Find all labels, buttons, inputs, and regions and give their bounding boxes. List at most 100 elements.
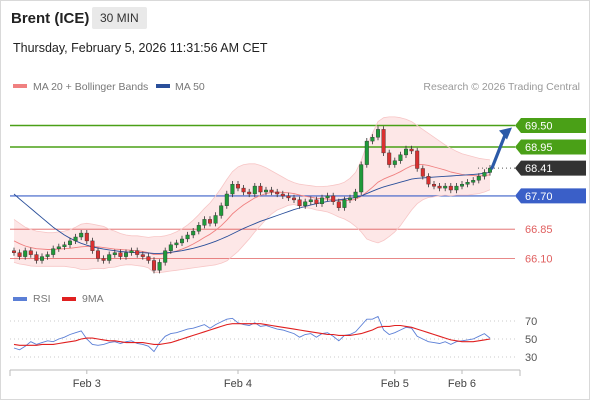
x-axis: Feb 3 Feb 4 Feb 5 Feb 6 xyxy=(9,370,521,390)
level-labels: 69.50 68.95 68.41 67.70 66.85 66.10 xyxy=(515,118,586,266)
rsi-tick-label: 50 xyxy=(525,334,537,346)
candle xyxy=(415,147,420,172)
chart-header: Brent (ICE) 30 MIN xyxy=(0,0,590,36)
candle xyxy=(151,257,156,274)
candle xyxy=(168,241,173,254)
legend-ma20-swatch xyxy=(13,84,27,88)
candle xyxy=(426,173,431,188)
candle xyxy=(118,249,123,260)
candle xyxy=(275,188,280,198)
level-label: 68.41 xyxy=(525,163,553,175)
candle xyxy=(269,186,274,196)
candle xyxy=(174,239,179,248)
projection xyxy=(490,127,512,170)
candle xyxy=(454,183,459,194)
bollinger-lower-line xyxy=(13,189,491,274)
copyright-text: Research © 2026 Trading Central xyxy=(423,81,580,93)
candle xyxy=(409,145,414,154)
rsi-panel: 70 50 30 xyxy=(10,315,537,364)
candle xyxy=(292,194,297,203)
bollinger-bands xyxy=(14,116,490,273)
candle xyxy=(140,251,145,260)
candle xyxy=(482,169,487,180)
candle xyxy=(460,181,465,190)
candle xyxy=(51,245,56,258)
level-label-badge xyxy=(515,188,586,204)
candle xyxy=(107,251,112,264)
candle xyxy=(471,177,476,186)
rsi-tick-label: 70 xyxy=(525,316,537,328)
candle xyxy=(62,241,67,250)
x-tick-label: Feb 3 xyxy=(73,378,101,390)
candles xyxy=(11,126,493,274)
candle xyxy=(40,253,45,264)
candle xyxy=(303,198,308,209)
candle xyxy=(252,183,257,198)
candle xyxy=(45,251,50,260)
candle xyxy=(79,230,84,241)
candle xyxy=(320,194,325,207)
candle xyxy=(123,249,128,260)
candle xyxy=(437,183,442,192)
level-label-badge xyxy=(515,139,586,155)
level-label-badge xyxy=(515,118,586,133)
projection-arrow-head xyxy=(499,127,512,140)
candle xyxy=(101,255,106,264)
candle xyxy=(224,190,229,209)
instrument-title: Brent (ICE) xyxy=(11,10,90,27)
candle xyxy=(157,259,162,274)
timeframe-button[interactable]: 30 MIN xyxy=(92,7,147,29)
rsi-ma-line xyxy=(13,323,491,346)
rsi-tick-label: 30 xyxy=(525,352,537,364)
candle xyxy=(387,149,392,168)
candle xyxy=(488,165,493,176)
candle xyxy=(56,243,61,252)
candle xyxy=(359,161,364,196)
candle xyxy=(213,212,218,227)
candle xyxy=(404,145,409,158)
candle xyxy=(73,233,78,244)
candle xyxy=(448,183,453,194)
candle xyxy=(331,192,336,205)
candle xyxy=(179,235,184,246)
candle xyxy=(163,247,168,266)
candle xyxy=(11,247,16,256)
candle xyxy=(230,181,235,198)
candle xyxy=(342,196,347,211)
main-legend: MA 20 + Bollinger Bands MA 50 xyxy=(13,81,205,93)
candle xyxy=(219,202,224,219)
candle xyxy=(443,183,448,192)
rsi-legend: RSI 9MA xyxy=(13,293,104,305)
x-tick-label: Feb 6 xyxy=(448,378,476,390)
candle xyxy=(398,151,403,164)
candle xyxy=(235,181,240,192)
candle xyxy=(90,237,95,254)
candle xyxy=(392,157,397,168)
legend-ma50-swatch xyxy=(156,84,170,88)
candle xyxy=(67,237,72,248)
candle xyxy=(135,247,140,258)
candle xyxy=(95,247,100,262)
candle xyxy=(420,165,425,180)
candle xyxy=(308,196,313,205)
legend-rsi-ma-swatch xyxy=(62,297,76,301)
level-label-badge xyxy=(515,160,586,176)
rsi-line xyxy=(13,315,491,353)
projection-arrow-shaft xyxy=(490,130,508,170)
candle xyxy=(28,247,33,258)
candle xyxy=(364,138,369,168)
candle xyxy=(241,185,246,196)
bollinger-upper-line xyxy=(13,116,491,238)
candle xyxy=(23,247,28,260)
bollinger-band-area xyxy=(14,116,490,273)
candle xyxy=(325,192,330,201)
candle xyxy=(207,216,212,227)
candle xyxy=(129,247,134,256)
x-tick-label: Feb 5 xyxy=(381,378,409,390)
key-levels xyxy=(10,124,515,259)
level-label: 69.50 xyxy=(525,121,553,133)
legend-ma50-label: MA 50 xyxy=(175,81,205,93)
candle xyxy=(84,230,89,244)
legend-rsi-label: RSI xyxy=(33,293,51,305)
